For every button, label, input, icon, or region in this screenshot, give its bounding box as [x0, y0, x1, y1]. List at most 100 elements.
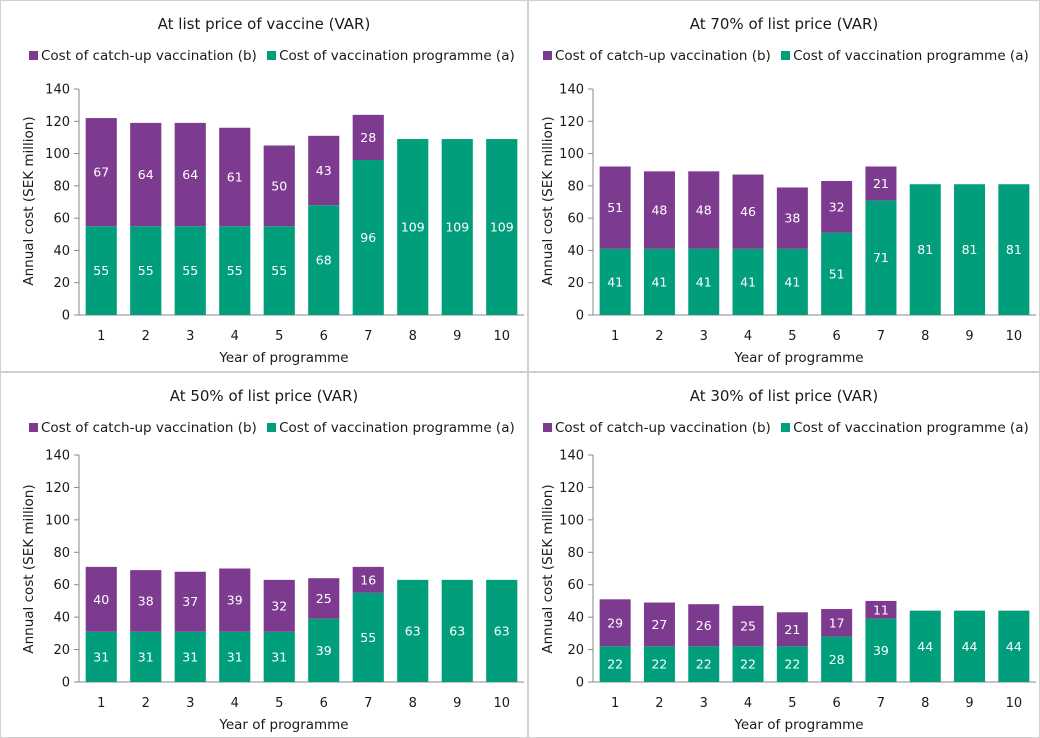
bar-catch-up — [599, 599, 631, 647]
y-tick-label: 80 — [53, 179, 70, 194]
data-label-catch-up: 32 — [271, 598, 287, 613]
bar-programme — [85, 631, 117, 682]
data-label-programme: 39 — [316, 643, 332, 658]
bar-programme — [732, 248, 764, 315]
legend-item-programme: Cost of vaccination programme (a) — [267, 420, 515, 436]
data-label-programme: 51 — [829, 266, 845, 281]
bar-catch-up — [599, 166, 631, 249]
chart-title: At list price of vaccine (VAR) — [157, 15, 371, 33]
data-label-programme: 55 — [227, 263, 243, 278]
y-axis-label: Annual cost (SEK million) — [540, 484, 556, 654]
y-tick-label: 140 — [559, 449, 584, 464]
y-tick-label: 120 — [559, 115, 584, 130]
legend-label-catch-up: Cost of catch-up vaccination (b) — [555, 420, 771, 436]
bar-catch-up — [308, 578, 340, 619]
data-label-programme: 55 — [182, 263, 198, 278]
data-label-catch-up: 38 — [784, 211, 800, 226]
bar-programme — [174, 226, 206, 315]
x-axis-label: Year of programme — [219, 350, 349, 366]
bar-programme — [85, 226, 117, 315]
chart-title: At 30% of list price (VAR) — [689, 387, 879, 405]
y-tick-label: 20 — [567, 276, 584, 291]
bar-programme — [130, 226, 162, 315]
x-tick-label: 2 — [142, 329, 150, 344]
bar-catch-up — [219, 568, 251, 632]
data-label-programme: 39 — [873, 643, 889, 658]
y-tick-label: 140 — [45, 449, 70, 464]
bar-programme — [130, 631, 162, 682]
x-tick-label: 9 — [453, 696, 461, 711]
data-label-programme: 96 — [360, 230, 376, 245]
bar-catch-up — [732, 174, 764, 249]
x-tick-label: 4 — [744, 696, 752, 711]
y-tick-label: 80 — [567, 546, 584, 561]
chart-plot-area: 0 20 40 60 80 100 120 140 31 40 1 31 38 2 31 37 3 31 39 4 31… — [45, 449, 524, 711]
x-tick-label: 4 — [231, 696, 239, 711]
legend-swatch-catch-up — [543, 423, 552, 432]
data-label-catch-up: 25 — [316, 591, 332, 606]
x-tick-label: 5 — [275, 696, 283, 711]
y-tick-label: 140 — [45, 83, 70, 98]
x-tick-label: 7 — [877, 329, 885, 344]
data-label-programme: 109 — [401, 220, 425, 235]
x-tick-label: 4 — [744, 329, 752, 344]
legend-label-catch-up: Cost of catch-up vaccination (b) — [41, 48, 257, 64]
x-axis-label: Year of programme — [734, 717, 864, 733]
bar-programme — [643, 646, 675, 682]
y-tick-label: 120 — [559, 481, 584, 496]
data-label-programme: 41 — [740, 274, 756, 289]
chart-panel-50-percent: 0 20 40 60 80 100 120 140 31 40 1 31 38 2 31 37 3 31 39 4 31… — [0, 372, 528, 738]
bar-catch-up — [865, 166, 897, 201]
bar-programme — [441, 139, 473, 315]
x-tick-label: 6 — [320, 696, 328, 711]
bar-catch-up — [776, 612, 808, 647]
y-axis-label: Annual cost (SEK million) — [21, 484, 37, 654]
y-tick-label: 20 — [53, 643, 70, 658]
chart-legend: Cost of catch-up vaccination (b) Cost of… — [543, 48, 1035, 64]
x-tick-label: 9 — [453, 329, 461, 344]
data-label-programme: 31 — [93, 649, 109, 664]
bar-catch-up — [821, 609, 853, 637]
data-label-programme: 22 — [607, 657, 623, 672]
x-tick-label: 7 — [877, 696, 885, 711]
x-tick-label: 8 — [921, 696, 929, 711]
x-tick-label: 5 — [788, 329, 796, 344]
data-label-catch-up: 26 — [696, 618, 712, 633]
bar-catch-up — [263, 579, 295, 632]
chart-panel-30-percent: 0 20 40 60 80 100 120 140 22 29 1 22 27 2 22 26 3 22 25 4 22… — [528, 372, 1040, 738]
bar-programme — [486, 579, 518, 682]
data-label-catch-up: 67 — [93, 165, 109, 180]
x-tick-label: 1 — [97, 329, 105, 344]
bar-catch-up — [643, 602, 675, 647]
data-label-catch-up: 61 — [227, 169, 243, 184]
data-label-programme: 41 — [607, 274, 623, 289]
y-tick-label: 140 — [559, 83, 584, 98]
data-label-catch-up: 17 — [829, 615, 845, 630]
bar-programme — [352, 160, 384, 315]
legend-label-programme: Cost of vaccination programme (a) — [793, 420, 1029, 436]
bar-catch-up — [688, 604, 720, 647]
y-tick-label: 60 — [53, 578, 70, 593]
data-label-programme: 63 — [494, 623, 510, 638]
y-tick-label: 0 — [62, 309, 70, 324]
legend-item-catch-up: Cost of catch-up vaccination (b) — [29, 420, 257, 436]
bar-programme — [219, 226, 251, 315]
chart-legend: Cost of catch-up vaccination (b) Cost of… — [543, 420, 1035, 436]
legend-item-programme: Cost of vaccination programme (a) — [267, 48, 515, 64]
y-tick-label: 120 — [45, 481, 70, 496]
data-label-catch-up: 21 — [873, 176, 889, 191]
chart-plot-area: 0204060801001201402229122272222632225422… — [559, 449, 1036, 711]
y-tick-label: 40 — [567, 244, 584, 259]
data-label-programme: 44 — [917, 639, 933, 654]
x-tick-label: 5 — [788, 696, 796, 711]
bar-programme — [954, 184, 986, 315]
data-label-catch-up: 21 — [784, 622, 800, 637]
legend-label-programme: Cost of vaccination programme (a) — [279, 48, 515, 64]
bar-programme — [397, 139, 429, 315]
legend-item-programme: Cost of vaccination programme (a) — [781, 420, 1029, 436]
bar-programme — [776, 646, 808, 682]
data-label-catch-up: 32 — [829, 199, 845, 214]
y-tick-label: 80 — [53, 546, 70, 561]
y-tick-label: 80 — [567, 179, 584, 194]
y-tick-label: 40 — [53, 611, 70, 626]
